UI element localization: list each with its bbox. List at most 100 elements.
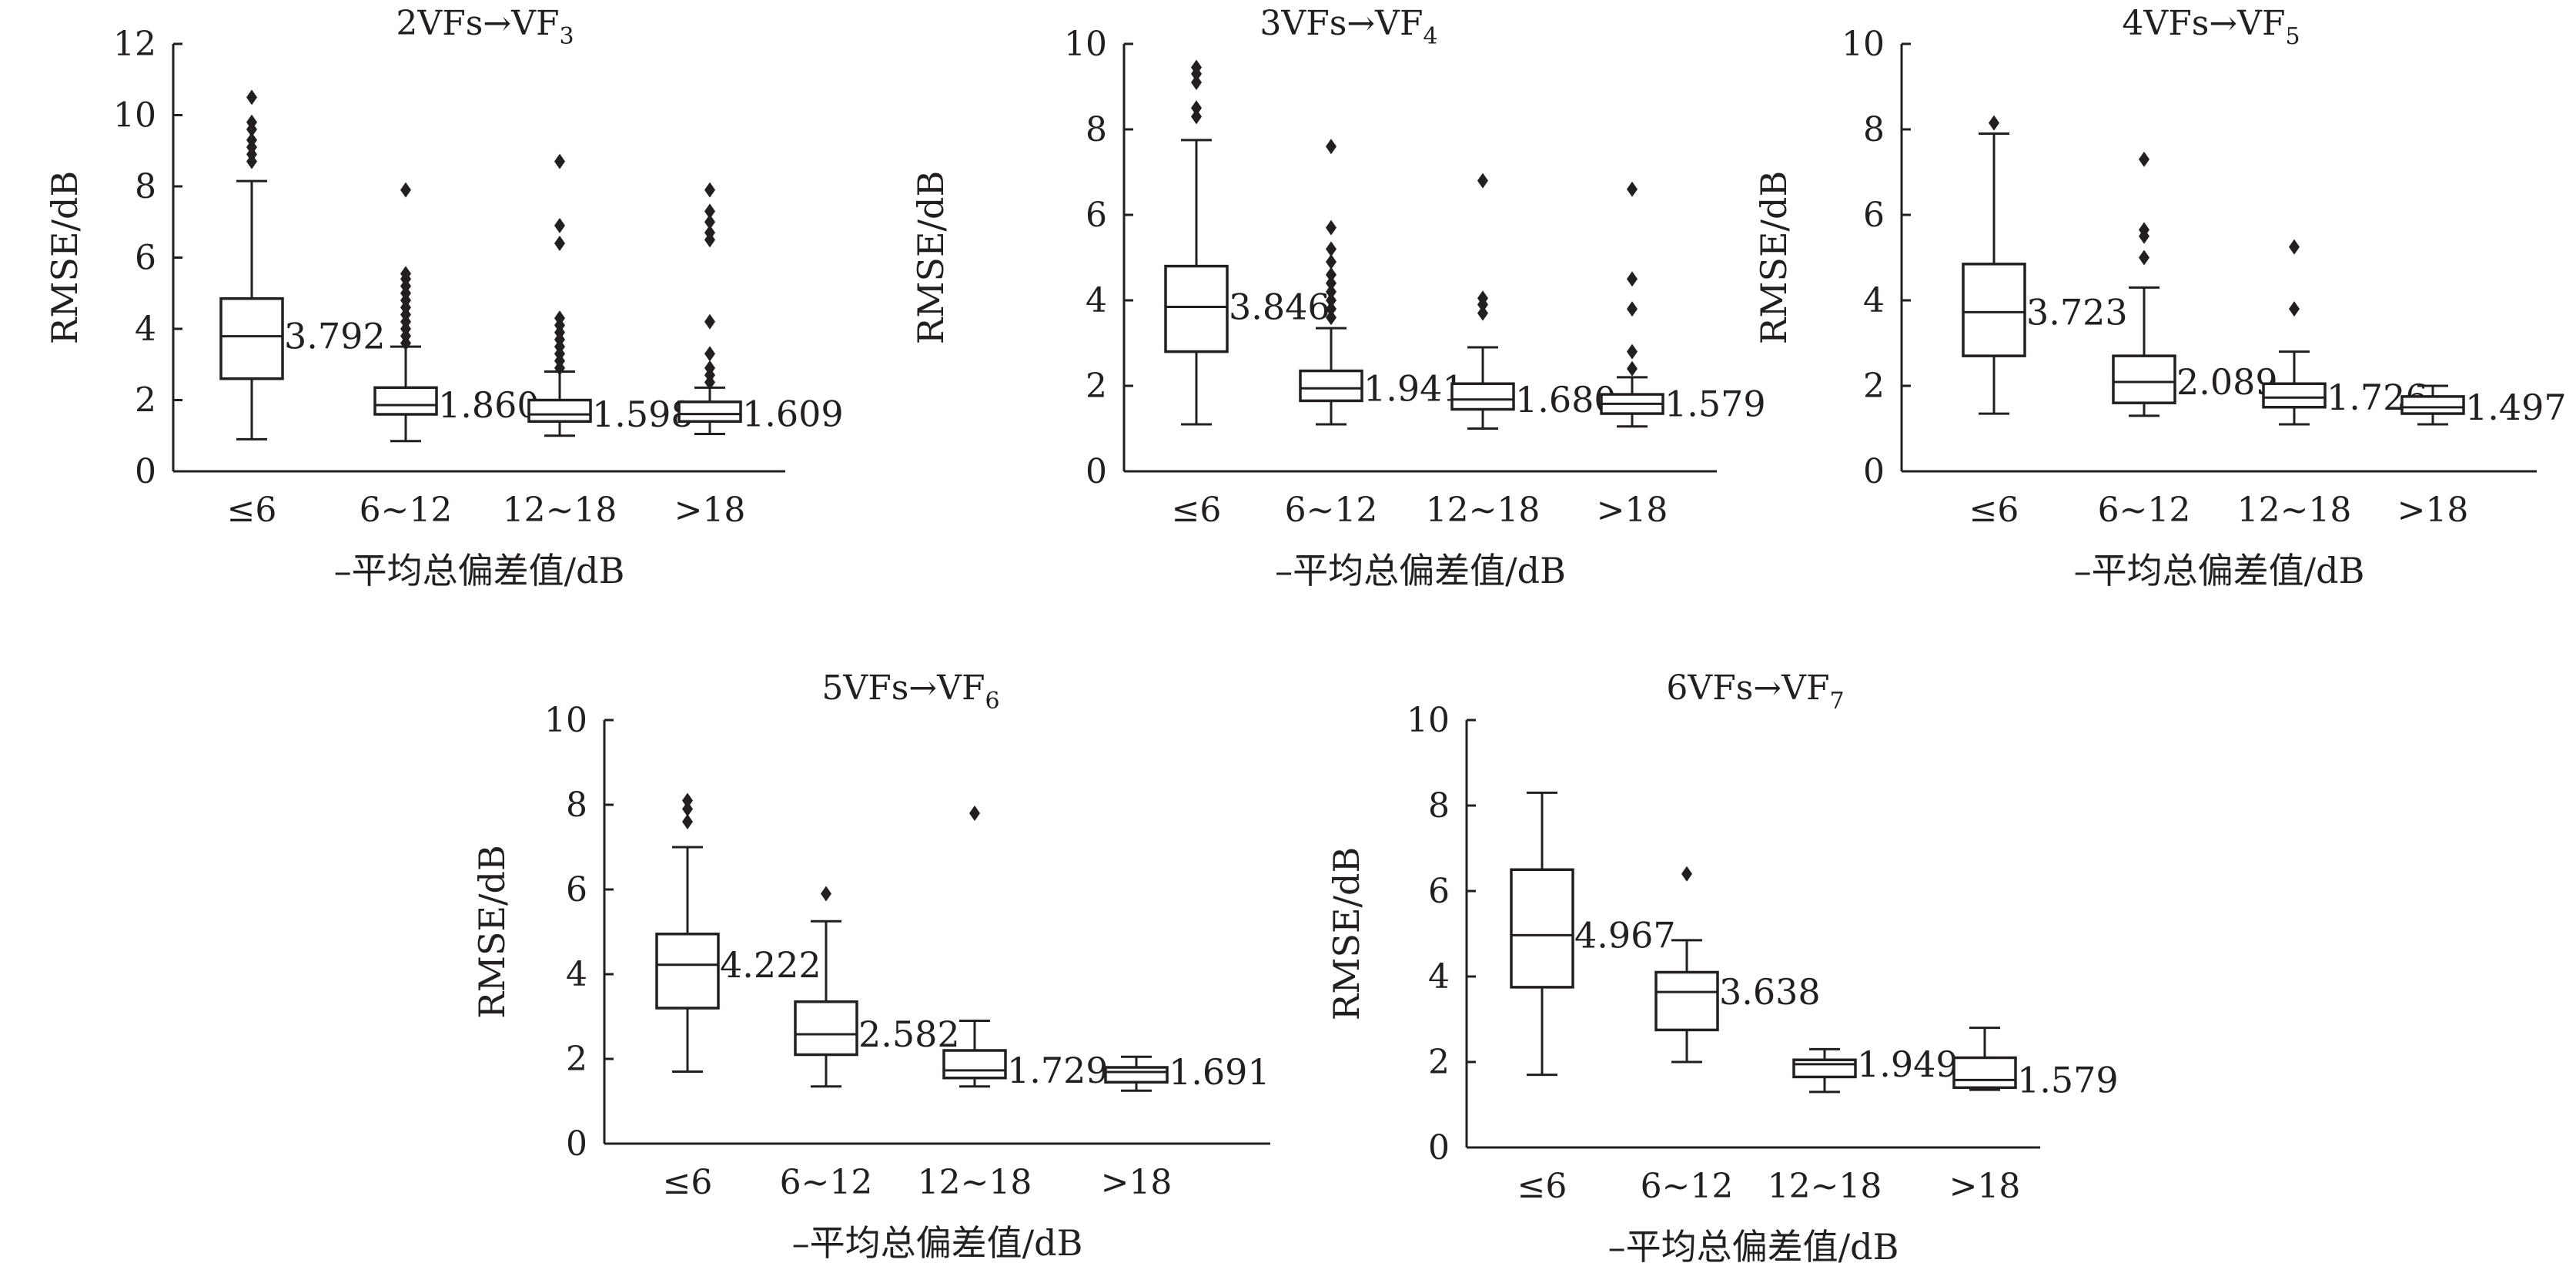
x-tick-label: >18	[674, 491, 746, 530]
outlier-point	[1326, 254, 1337, 270]
median-value-label: 1.680	[1515, 379, 1617, 420]
y-tick-label: 6	[566, 870, 587, 910]
x-tick-label: >18	[1597, 491, 1668, 530]
y-tick-label: 10	[1407, 701, 1450, 740]
outlier-point	[2289, 301, 2300, 317]
outlier-point	[1681, 866, 1692, 882]
outlier-point	[400, 266, 411, 282]
median-value-label: 1.949	[1857, 1044, 1959, 1085]
chart-title-subscript: 3	[559, 23, 574, 50]
outlier-point	[1627, 181, 1638, 197]
outlier-point	[969, 806, 980, 821]
y-tick-label: 2	[1086, 367, 1107, 406]
x-tick-label: >18	[1101, 1163, 1173, 1202]
x-tick-label: ≤6	[1172, 491, 1222, 530]
chart-title-subscript: 7	[1829, 688, 1844, 715]
median-value-label: 1.579	[2017, 1059, 2119, 1100]
chart-title: 6VFs→VF7	[1666, 668, 1844, 715]
outlier-point	[1477, 305, 1488, 321]
outlier-point	[1627, 360, 1638, 377]
box-4: 1.609	[677, 182, 844, 435]
outlier-point	[704, 360, 715, 376]
iqr-box	[1962, 263, 2026, 357]
outlier-point	[554, 153, 565, 169]
y-tick-label: 0	[1863, 452, 1885, 491]
box-2: 1.860	[373, 182, 540, 443]
chart-title-main: 6VFs→VF	[1666, 668, 1829, 708]
y-tick-label: 8	[135, 167, 156, 206]
chart-title-main: 2VFs→VF	[396, 4, 559, 43]
outlier-point	[246, 132, 257, 148]
outlier-point	[2289, 239, 2300, 255]
y-tick-label: 12	[113, 25, 156, 64]
iqr-box	[1104, 1066, 1169, 1084]
outlier-point	[1326, 301, 1337, 317]
x-tick-label: 12~18	[2237, 491, 2352, 530]
y-tick-label: 6	[1428, 872, 1450, 911]
outlier-point	[1326, 139, 1337, 155]
outlier-point	[1326, 219, 1337, 236]
y-axis-title: RMSE/dB	[1326, 847, 1367, 1021]
outlier-point	[1191, 100, 1202, 116]
x-axis-title: –平均总偏差值/dB	[1608, 1226, 1899, 1268]
y-tick-label: 6	[1086, 196, 1107, 235]
chart-title: 5VFs→VF6	[821, 668, 999, 715]
box-3: 1.680	[1450, 173, 1617, 430]
outlier-point	[246, 89, 257, 106]
outlier-point	[1326, 241, 1337, 257]
box-1: 3.792	[219, 89, 386, 441]
median-value-label: 4.222	[720, 944, 821, 986]
chart-title-subscript: 5	[2285, 23, 2300, 50]
outlier-point	[704, 203, 715, 219]
outlier-point	[1477, 173, 1488, 189]
median-value-label: 1.497	[2465, 387, 2567, 428]
y-axis-title: RMSE/dB	[44, 171, 85, 345]
y-axis-title: RMSE/dB	[1753, 171, 1795, 345]
outlier-point	[704, 346, 715, 362]
outlier-point	[821, 886, 831, 902]
box-4: 1.691	[1104, 1051, 1270, 1093]
x-tick-label: ≤6	[1969, 491, 2019, 530]
y-tick-label: 8	[1863, 110, 1885, 149]
outlier-point	[1191, 59, 1202, 75]
y-tick-label: 8	[566, 786, 587, 825]
x-tick-label: ≤6	[663, 1163, 713, 1202]
outlier-point	[1191, 109, 1202, 125]
outlier-point	[1326, 310, 1337, 326]
y-tick-label: 2	[1863, 367, 1885, 406]
outlier-point	[554, 236, 565, 251]
x-tick-label: 6~12	[780, 1163, 873, 1202]
outlier-point	[1627, 271, 1638, 287]
x-tick-label: >18	[2397, 491, 2469, 530]
box-3: 1.949	[1792, 1044, 1959, 1094]
chart-title-main: 5VFs→VF	[821, 668, 985, 708]
outlier-point	[2139, 151, 2149, 167]
outlier-point	[2139, 222, 2149, 238]
y-tick-label: 10	[1064, 25, 1107, 64]
box-2: 3.638	[1654, 866, 1821, 1064]
boxplot-panel-1: 2VFs→VF3 0 2 4 6 8 10 12 RMSE/dB ≤6 6~12 12~18 >18 –平…	[44, 4, 844, 591]
iqr-box	[1510, 868, 1574, 989]
outlier-point	[554, 310, 565, 327]
iqr-box	[1952, 1056, 2017, 1090]
x-tick-label: 6~12	[360, 491, 453, 530]
median-value-label: 1.729	[1007, 1050, 1109, 1091]
median-value-label: 1.860	[438, 384, 540, 426]
outlier-point	[682, 792, 693, 809]
outlier-point	[704, 313, 715, 330]
outlier-point	[682, 801, 693, 817]
y-axis-title: RMSE/dB	[471, 845, 513, 1019]
iqr-box	[1450, 382, 1515, 411]
outlier-point	[1989, 115, 1999, 131]
iqr-box	[1164, 264, 1229, 353]
box-1: 3.846	[1164, 59, 1330, 426]
iqr-box	[527, 398, 592, 423]
outlier-point	[1326, 293, 1337, 308]
box-1: 3.723	[1962, 115, 2128, 415]
iqr-box	[677, 400, 742, 423]
chart-title-subscript: 4	[1423, 23, 1437, 50]
x-tick-label: 6~12	[2098, 491, 2191, 530]
median-value-label: 1.941	[1363, 367, 1465, 409]
x-tick-label: 12~18	[1426, 491, 1541, 530]
